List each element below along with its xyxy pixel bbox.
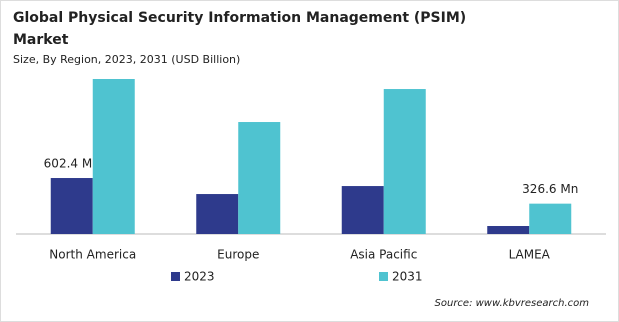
bar xyxy=(529,203,572,234)
bar xyxy=(196,194,239,234)
bar xyxy=(487,226,530,234)
bar xyxy=(50,178,93,234)
value-label: 326.6 Mn xyxy=(522,182,578,196)
legend-swatch xyxy=(171,272,180,281)
x-tick-label: Asia Pacific xyxy=(350,248,417,262)
value-label: 602.4 Mn xyxy=(44,157,100,171)
x-tick-label: LAMEA xyxy=(509,248,551,262)
chart-subtitle: Size, By Region, 2023, 2031 (USD Billion… xyxy=(13,53,241,66)
x-tick-label: North America xyxy=(49,248,136,262)
bar xyxy=(238,122,281,234)
x-tick-label: Europe xyxy=(217,248,259,262)
chart-title: Global Physical Security Information Man… xyxy=(13,10,467,48)
bar xyxy=(92,79,135,234)
bar xyxy=(383,89,426,234)
source: Source: www.kbvresearch.com xyxy=(435,298,590,309)
legend-label: 2031 xyxy=(392,270,423,284)
bar xyxy=(341,186,384,234)
legend-label: 2023 xyxy=(184,270,215,284)
legend-swatch xyxy=(379,272,388,281)
